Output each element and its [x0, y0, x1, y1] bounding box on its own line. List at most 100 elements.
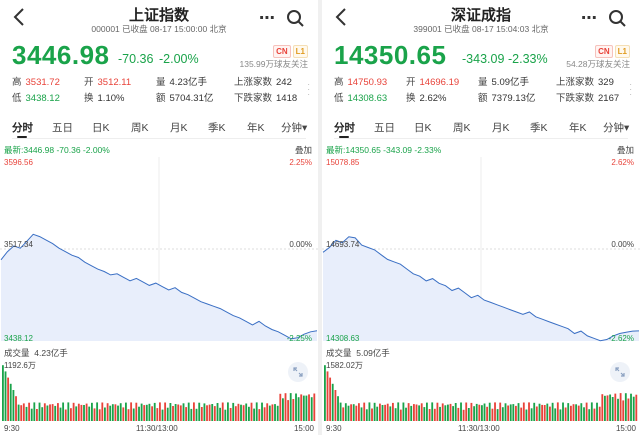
tab-five-day[interactable]: 五日 — [52, 122, 73, 134]
tab-yearly-k[interactable]: 年K — [247, 122, 265, 134]
header: 上证指数 000001 已收盘 08-17 15:00:00 北京 ⋯ — [0, 0, 318, 38]
tab-quarterly-k[interactable]: 季K — [530, 122, 548, 134]
status-line: 000001 已收盘 08-17 15:00:00 北京 — [91, 24, 227, 34]
tab-minute[interactable]: 分钟▾ — [603, 122, 630, 134]
y-top-label: 15078.85 — [326, 158, 360, 167]
stat-turnover: 换 2.62% — [406, 93, 447, 104]
volume-bar — [36, 409, 38, 421]
page-title: 深证成指 — [450, 7, 511, 24]
follow-count: 135.99万球友关注 — [239, 59, 309, 69]
volume-bar — [187, 402, 190, 421]
expand-stats-icon[interactable]: · · · — [307, 80, 310, 99]
volume-bar — [352, 404, 355, 421]
tab-yearly-k[interactable]: 年K — [569, 122, 587, 134]
volume-bar — [585, 402, 588, 421]
more-icon[interactable]: ⋯ — [581, 10, 598, 27]
volume-bar — [454, 403, 457, 421]
back-arrow-icon[interactable] — [332, 6, 352, 28]
price-change-pct: -2.33% — [508, 52, 548, 66]
volume-bar — [439, 406, 441, 421]
volume-bar — [145, 404, 148, 421]
volume-bar — [423, 407, 426, 421]
volume-bar — [59, 407, 62, 421]
volume-bar — [216, 403, 219, 421]
volume-bar — [266, 403, 269, 421]
volume-bar — [392, 402, 394, 421]
volume-bar — [428, 409, 431, 421]
volume-bar — [305, 395, 308, 421]
volume-bar — [515, 405, 517, 421]
volume-bar — [41, 407, 44, 421]
volume-bar — [344, 403, 347, 421]
volume-max-label: 1582.02万 — [326, 361, 363, 370]
volume-bar — [67, 402, 70, 421]
volume-bar — [559, 409, 562, 421]
volume-bar — [358, 403, 360, 421]
pct-bottom-label: -2.62% — [608, 334, 634, 343]
tab-quarterly-k[interactable]: 季K — [208, 122, 226, 134]
volume-bar — [543, 405, 546, 421]
volume-bar — [598, 406, 601, 421]
volume-bar — [337, 396, 339, 421]
overlay-button[interactable]: 叠加 — [616, 145, 634, 155]
volume-bar — [590, 402, 593, 421]
intraday-chart[interactable] — [0, 155, 318, 345]
fullscreen-icon[interactable] — [610, 362, 630, 382]
volume-bar — [460, 402, 462, 421]
volume-bar — [255, 402, 258, 421]
tab-weekly-k[interactable]: 周K — [453, 122, 471, 134]
tab-minute[interactable]: 分钟▾ — [281, 122, 308, 134]
tab-intraday[interactable]: 分时 — [12, 122, 33, 134]
volume-bar — [242, 405, 245, 421]
tab-daily-k[interactable]: 日K — [414, 122, 432, 134]
tab-monthly-k[interactable]: 月K — [170, 122, 188, 134]
volume-bar — [376, 406, 379, 421]
volume-bar — [564, 407, 567, 421]
price-line — [0, 233, 318, 340]
volume-bar — [200, 407, 203, 421]
latest-quote: 最新:3446.98 -70.36 -2.00% — [4, 145, 110, 155]
volume-bar — [258, 409, 261, 421]
volume-bar — [546, 403, 549, 421]
volume-bar — [119, 403, 122, 421]
tab-weekly-k[interactable]: 周K — [131, 122, 149, 134]
expand-stats-icon[interactable]: · · · — [629, 80, 632, 99]
volume-bar — [54, 405, 57, 421]
volume-bar — [465, 402, 468, 421]
pct-top-label: 2.62% — [611, 158, 634, 167]
volume-bar — [355, 405, 358, 421]
search-icon[interactable] — [286, 9, 304, 27]
volume-bar — [49, 404, 51, 421]
volume-bar — [292, 399, 295, 421]
intraday-chart[interactable] — [322, 155, 640, 345]
volume-bar — [611, 397, 614, 421]
search-icon[interactable] — [608, 9, 626, 27]
badges: CN L1 — [271, 41, 308, 59]
tab-intraday[interactable]: 分时 — [334, 122, 355, 134]
tab-monthly-k[interactable]: 月K — [492, 122, 510, 134]
volume-bar — [441, 403, 444, 421]
volume-bar — [368, 402, 371, 421]
back-arrow-icon[interactable] — [10, 6, 30, 28]
tab-five-day[interactable]: 五日 — [374, 122, 395, 134]
volume-bar — [632, 396, 635, 421]
volume-bar — [389, 406, 392, 421]
volume-bar — [195, 408, 198, 421]
tab-daily-k[interactable]: 日K — [92, 122, 110, 134]
overlay-button[interactable]: 叠加 — [294, 145, 312, 155]
volume-bar — [117, 405, 119, 421]
volume-bar — [541, 404, 544, 421]
volume-bar — [33, 402, 36, 421]
fullscreen-icon[interactable] — [288, 362, 308, 382]
volume-bar — [473, 406, 476, 421]
time-mid: 11:30/13:00 — [136, 424, 178, 433]
time-start: 9:30 — [4, 424, 20, 433]
more-icon[interactable]: ⋯ — [259, 10, 276, 27]
volume-bar — [554, 408, 557, 421]
volume-bar — [193, 402, 195, 421]
volume-bar — [457, 407, 460, 421]
volume-bar — [556, 402, 559, 421]
volume-bar — [520, 407, 523, 421]
volume-bar — [51, 404, 54, 421]
volume-bar — [253, 408, 256, 421]
